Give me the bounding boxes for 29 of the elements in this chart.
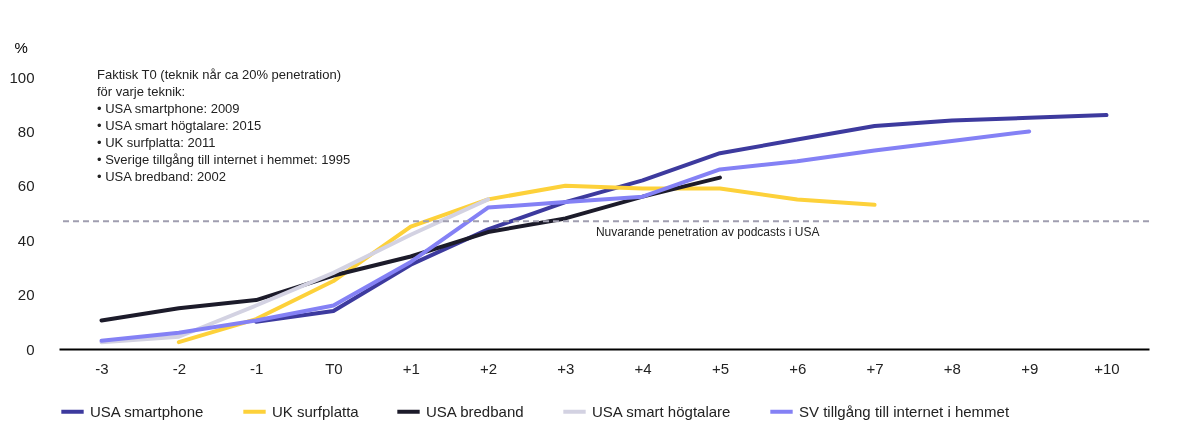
x-tick-label: +5 bbox=[711, 359, 730, 377]
line-series bbox=[99, 197, 491, 345]
x-tick-label: -3 bbox=[95, 359, 109, 377]
y-tick-label: 0 bbox=[26, 340, 35, 358]
y-axis-title: % bbox=[14, 38, 28, 56]
y-tick-label: 40 bbox=[17, 231, 35, 249]
x-tick-label: -1 bbox=[249, 359, 264, 377]
legend-label: USA bredband bbox=[426, 402, 524, 420]
x-tick-label: +3 bbox=[557, 359, 575, 377]
x-tick-label: +9 bbox=[1021, 359, 1039, 377]
x-tick-label: +1 bbox=[402, 359, 420, 377]
x-tick-label: -2 bbox=[172, 359, 186, 377]
y-tick-label: 60 bbox=[17, 177, 35, 195]
legend-label: UK surfplatta bbox=[272, 402, 360, 420]
x-tick-label: +6 bbox=[789, 359, 807, 377]
x-tick-label: +4 bbox=[634, 359, 652, 377]
annotation: Faktisk T0 (teknik når ca 20% penetration) för varje teknik: • USA smartphone: 2009 • USA smart högtalare: 2015 • UK surfplatta: 2011 • Sverige tillgång till internet i hemmet: 1995 • USA bredband: 2002 bbox=[97, 67, 351, 184]
x-tick-label: +2 bbox=[479, 359, 498, 377]
legend-label: SV tillgång till internet i hemmet bbox=[799, 402, 1010, 420]
x-tick-label: T0 bbox=[325, 359, 343, 377]
ref-line-label: Nuvarande penetration av podcasts i USA bbox=[595, 225, 820, 240]
y-tick-label: 80 bbox=[17, 122, 35, 140]
x-tick-label: +7 bbox=[866, 359, 884, 377]
y-tick-label: 100 bbox=[9, 68, 35, 86]
y-tick-label: 20 bbox=[17, 286, 35, 304]
x-tick-label: +8 bbox=[943, 359, 961, 377]
legend-label: USA smartphone bbox=[90, 402, 204, 420]
x-tick-label: +10 bbox=[1094, 359, 1120, 377]
legend-label: USA smart högtalare bbox=[592, 402, 731, 420]
